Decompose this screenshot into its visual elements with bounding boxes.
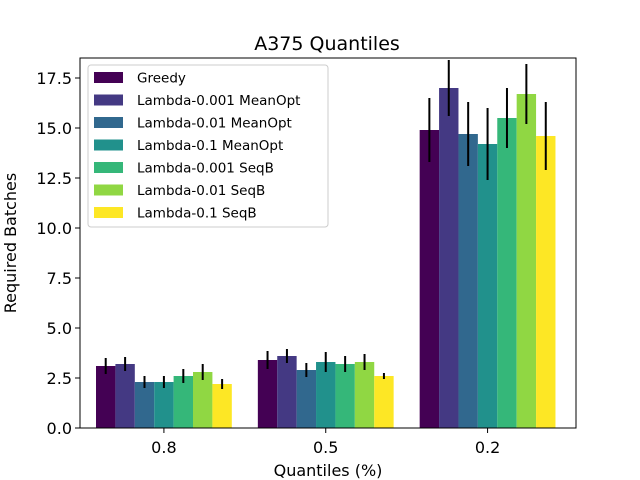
bar: [536, 136, 556, 428]
y-tick-label: 0.0: [47, 419, 72, 438]
bar: [316, 362, 336, 428]
y-tick-label: 10.0: [36, 219, 72, 238]
x-axis-title: Quantiles (%): [274, 461, 383, 480]
bar: [134, 382, 155, 428]
bars-layer: [96, 88, 556, 428]
bar: [419, 130, 440, 428]
y-axis-title: Required Batches: [1, 173, 20, 313]
bar: [374, 376, 394, 428]
y-tick-label: 2.5: [47, 369, 72, 388]
x-tick-label: 0.5: [313, 438, 338, 457]
bar: [96, 366, 116, 428]
chart-title: A375 Quantiles: [254, 33, 400, 55]
y-tick-label: 15.0: [36, 119, 72, 138]
bar: [458, 134, 478, 428]
y-tick-label: 5.0: [47, 319, 72, 338]
bar: [477, 144, 498, 428]
x-tick-label: 0.8: [151, 438, 176, 457]
plot-frame: [79, 57, 577, 429]
legend-swatch: [94, 184, 123, 196]
bar: [154, 382, 174, 428]
y-axis: 0.0 2.5 5.0 7.5 10.0 12.5 15.0 17.5: [36, 69, 80, 438]
x-tick-label: 0.2: [475, 438, 500, 457]
legend-label: Lambda-0.001 MeanOpt: [137, 93, 300, 109]
legend-label: Greedy: [137, 71, 186, 87]
bar: [497, 118, 517, 428]
legend-label: Lambda-0.001 SeqB: [137, 161, 274, 177]
legend-swatch: [94, 94, 123, 106]
legend-swatch: [94, 139, 123, 151]
bar: [115, 364, 135, 428]
legend: Greedy Lambda-0.001 MeanOpt Lambda-0.01 Me…: [87, 64, 329, 228]
bar: [257, 360, 278, 428]
legend-swatch: [94, 117, 123, 128]
bar: [354, 362, 375, 428]
bar: [277, 356, 297, 428]
y-tick-label: 7.5: [47, 269, 72, 288]
y-tick-label: 17.5: [36, 69, 72, 88]
error-bars-layer: [104, 60, 547, 389]
bar: [335, 364, 355, 428]
bar: [212, 384, 232, 428]
legend-box: [87, 64, 329, 228]
bar: [439, 88, 459, 428]
bar: [193, 372, 213, 428]
legend-label: Lambda-0.01 MeanOpt: [137, 116, 292, 132]
x-axis: 0.8 0.5 0.2: [151, 428, 500, 457]
bar: [296, 370, 317, 428]
bar: [516, 94, 537, 428]
legend-label: Lambda-0.1 MeanOpt: [137, 138, 283, 154]
y-tick-label: 12.5: [36, 169, 72, 188]
legend-label: Lambda-0.1 SeqB: [137, 206, 257, 222]
legend-label: Lambda-0.01 SeqB: [137, 183, 265, 199]
legend-swatch: [94, 207, 123, 218]
bar: [173, 376, 194, 428]
legend-swatch: [94, 162, 123, 173]
legend-swatch: [94, 72, 123, 83]
